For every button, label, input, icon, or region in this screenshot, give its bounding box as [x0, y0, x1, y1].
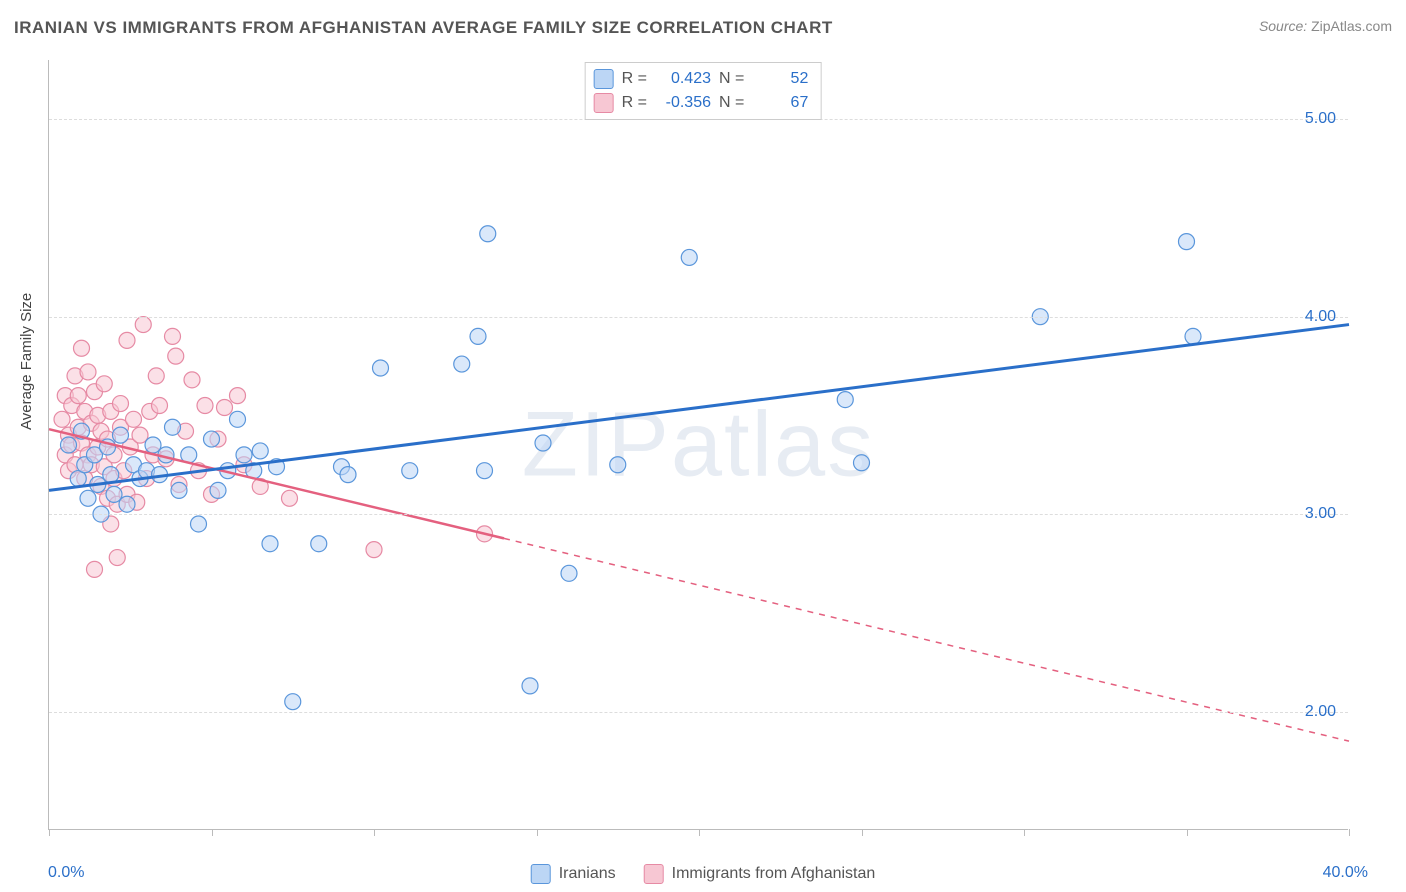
data-point [252, 443, 268, 459]
data-point [135, 317, 151, 333]
source-attribution: Source: ZipAtlas.com [1259, 18, 1392, 34]
swatch-series2 [594, 93, 614, 113]
data-point [366, 542, 382, 558]
x-tick [49, 829, 50, 836]
legend-label-series1: Iranians [559, 865, 616, 883]
stats-row-series1: R = 0.423 N = 52 [594, 67, 809, 91]
gridline-h [49, 317, 1348, 318]
data-point [165, 419, 181, 435]
data-point [113, 396, 129, 412]
stats-row-series2: R = -0.356 N = 67 [594, 91, 809, 115]
data-point [282, 490, 298, 506]
x-tick [212, 829, 213, 836]
x-tick [1187, 829, 1188, 836]
r-value-1: 0.423 [655, 67, 711, 91]
chart-svg [49, 60, 1348, 829]
data-point [535, 435, 551, 451]
data-point [54, 411, 70, 427]
data-point [197, 398, 213, 414]
data-point [61, 437, 77, 453]
data-point [230, 411, 246, 427]
data-point [184, 372, 200, 388]
n-label-1: N = [719, 67, 744, 91]
x-tick [374, 829, 375, 836]
data-point [96, 376, 112, 392]
n-value-1: 52 [752, 67, 808, 91]
data-point [168, 348, 184, 364]
data-point [402, 463, 418, 479]
trend-line [49, 325, 1349, 491]
x-tick [1349, 829, 1350, 836]
legend-item-series1: Iranians [531, 864, 616, 884]
data-point [470, 328, 486, 344]
r-label-1: R = [622, 67, 647, 91]
data-point [311, 536, 327, 552]
source-value: ZipAtlas.com [1311, 18, 1392, 34]
swatch-series1 [594, 69, 614, 89]
data-point [561, 565, 577, 581]
data-point [204, 431, 220, 447]
data-point [103, 467, 119, 483]
data-point [454, 356, 470, 372]
data-point [113, 427, 129, 443]
x-tick [862, 829, 863, 836]
r-value-2: -0.356 [655, 91, 711, 115]
data-point [191, 516, 207, 532]
data-point [480, 226, 496, 242]
chart-title: IRANIAN VS IMMIGRANTS FROM AFGHANISTAN A… [14, 18, 833, 38]
legend-item-series2: Immigrants from Afghanistan [644, 864, 876, 884]
data-point [74, 340, 90, 356]
gridline-h [49, 712, 1348, 713]
y-tick-label: 3.00 [1305, 505, 1336, 523]
data-point [837, 392, 853, 408]
data-point [119, 332, 135, 348]
data-point [126, 411, 142, 427]
data-point [87, 561, 103, 577]
n-label-2: N = [719, 91, 744, 115]
data-point [373, 360, 389, 376]
data-point [80, 490, 96, 506]
y-axis-label: Average Family Size [18, 293, 35, 430]
data-point [70, 388, 86, 404]
legend-label-series2: Immigrants from Afghanistan [672, 865, 876, 883]
source-label: Source: [1259, 18, 1307, 34]
x-tick [699, 829, 700, 836]
x-tick [1024, 829, 1025, 836]
legend-swatch-series2 [644, 864, 664, 884]
data-point [152, 398, 168, 414]
data-point [1185, 328, 1201, 344]
data-point [522, 678, 538, 694]
stats-box: R = 0.423 N = 52 R = -0.356 N = 67 [585, 62, 822, 120]
data-point [681, 249, 697, 265]
data-point [262, 536, 278, 552]
data-point [854, 455, 870, 471]
plot-area: ZIPatlas 2.003.004.005.00 [48, 60, 1348, 830]
data-point [171, 482, 187, 498]
data-point [165, 328, 181, 344]
legend-swatch-series1 [531, 864, 551, 884]
x-axis-max-label: 40.0% [1323, 864, 1368, 882]
n-value-2: 67 [752, 91, 808, 115]
y-tick-label: 2.00 [1305, 703, 1336, 721]
bottom-legend: Iranians Immigrants from Afghanistan [531, 864, 876, 884]
data-point [230, 388, 246, 404]
y-tick-label: 4.00 [1305, 308, 1336, 326]
data-point [1179, 234, 1195, 250]
data-point [285, 694, 301, 710]
r-label-2: R = [622, 91, 647, 115]
data-point [236, 447, 252, 463]
data-point [80, 364, 96, 380]
data-point [109, 550, 125, 566]
data-point [148, 368, 164, 384]
x-tick [537, 829, 538, 836]
data-point [217, 399, 233, 415]
y-tick-label: 5.00 [1305, 110, 1336, 128]
data-point [210, 482, 226, 498]
data-point [340, 467, 356, 483]
data-point [610, 457, 626, 473]
data-point [477, 463, 493, 479]
data-point [119, 496, 135, 512]
x-axis-min-label: 0.0% [48, 864, 84, 882]
gridline-h [49, 514, 1348, 515]
